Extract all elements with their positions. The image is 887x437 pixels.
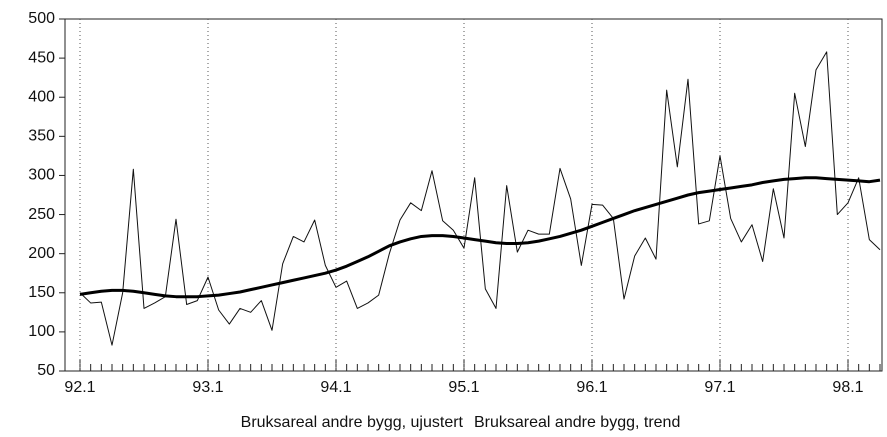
x-tick-label: 98.1 — [832, 379, 863, 396]
plot-frame — [64, 18, 883, 372]
legend-label: Bruksareal andre bygg, ujustert — [241, 414, 464, 431]
y-tick-label: 100 — [28, 323, 55, 340]
y-tick-label: 250 — [28, 206, 55, 223]
x-tick-label: 94.1 — [320, 379, 351, 396]
y-tick-label: 350 — [28, 128, 55, 145]
y-tick-label: 200 — [28, 245, 55, 262]
y-tick-label: 450 — [28, 49, 55, 66]
x-tick-label: 92.1 — [64, 379, 95, 396]
x-tick-label: 96.1 — [576, 379, 607, 396]
x-tick-label: 93.1 — [192, 379, 223, 396]
y-tick-label: 50 — [37, 362, 55, 379]
y-tick-label: 500 — [28, 10, 55, 27]
y-tick-label: 150 — [28, 284, 55, 301]
x-tick-label: 97.1 — [704, 379, 735, 396]
y-tick-label: 400 — [28, 88, 55, 105]
series-line — [79, 51, 881, 346]
series-line — [79, 176, 881, 299]
legend-label: Bruksareal andre bygg, trend — [474, 414, 680, 431]
x-tick-label: 95.1 — [448, 379, 479, 396]
y-tick-label: 300 — [28, 167, 55, 184]
